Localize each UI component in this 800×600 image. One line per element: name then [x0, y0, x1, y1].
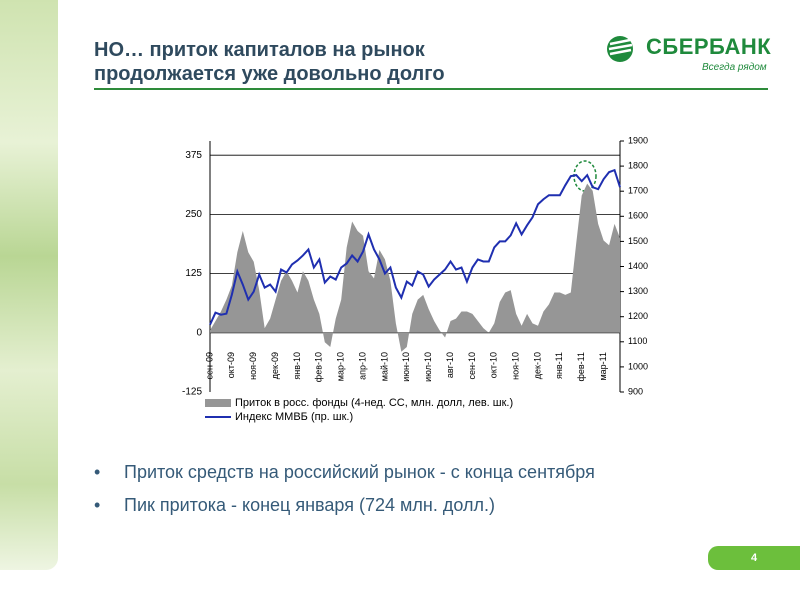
y2-tick-label: 1600 [628, 211, 648, 221]
y2-tick-label: 900 [628, 386, 643, 396]
bullet: Пик притока - конец января (724 млн. дол… [94, 495, 595, 516]
y-tick-label: 0 [196, 327, 202, 338]
x-tick-label: апр-10 [357, 352, 367, 380]
slide-title: НО… приток капиталов на рынок продолжает… [94, 38, 445, 86]
y-tick-label: -125 [182, 387, 202, 398]
x-tick-label: сен-10 [467, 352, 477, 379]
legend-swatch [205, 399, 231, 407]
legend-label: Приток в росс. фонды (4-нед. СС, млн. до… [235, 397, 513, 409]
area [210, 183, 620, 352]
y2-tick-label: 1900 [628, 135, 648, 145]
y-tick-label: 250 [185, 209, 202, 220]
x-tick-label: янв-10 [292, 352, 302, 380]
y2-tick-label: 1700 [628, 186, 648, 196]
x-tick-label: мар-10 [336, 352, 346, 381]
legend-label: Индекс ММВБ (пр. шк.) [235, 411, 353, 423]
x-tick-label: фев-11 [576, 352, 586, 382]
y2-tick-label: 1500 [628, 236, 648, 246]
logo-slogan: Всегда рядом [702, 62, 767, 73]
x-tick-label: авг-10 [445, 352, 455, 378]
line [209, 168, 621, 326]
title-rule [94, 88, 768, 90]
bullet-list: Приток средств на российский рынок - с к… [94, 462, 595, 528]
y2-tick-label: 1300 [628, 286, 648, 296]
title-line: продолжается уже довольно долго [94, 63, 445, 85]
y2-tick-label: 1100 [628, 336, 647, 346]
y2-tick-label: 1200 [628, 311, 648, 321]
x-tick-label: дек-09 [270, 352, 280, 379]
x-tick-label: ноя-10 [511, 352, 521, 380]
logo-name: СБЕРБАНК [646, 34, 772, 59]
x-tick-label: окт-10 [489, 352, 499, 378]
x-tick-label: июл-10 [423, 352, 433, 382]
x-tick-label: янв-11 [554, 352, 564, 379]
y-tick-label: 125 [185, 268, 202, 279]
title-line: НО… приток капиталов на рынок [94, 39, 425, 61]
x-tick-label: сен-09 [204, 352, 214, 379]
page-number: 4 [708, 546, 800, 570]
x-tick-label: мар-11 [598, 352, 608, 381]
x-tick-label: май-10 [379, 352, 389, 381]
y2-tick-label: 1000 [628, 361, 648, 371]
x-tick-label: ноя-09 [248, 352, 258, 380]
bullet: Приток средств на российский рынок - с к… [94, 462, 595, 483]
background-decoration [0, 0, 58, 570]
y2-tick-label: 1400 [628, 261, 648, 271]
x-tick-label: дек-10 [532, 352, 542, 379]
y2-tick-label: 1800 [628, 160, 648, 170]
x-tick-label: июн-10 [401, 352, 411, 382]
x-tick-label: фев-10 [314, 352, 324, 382]
y-tick-label: 375 [185, 150, 202, 161]
chart: -125 0 125 250 375 900 1000 1100 1200 1300 1400 150… [182, 135, 648, 423]
x-tick-label: окт-09 [226, 352, 236, 378]
logo-icon [607, 36, 633, 62]
